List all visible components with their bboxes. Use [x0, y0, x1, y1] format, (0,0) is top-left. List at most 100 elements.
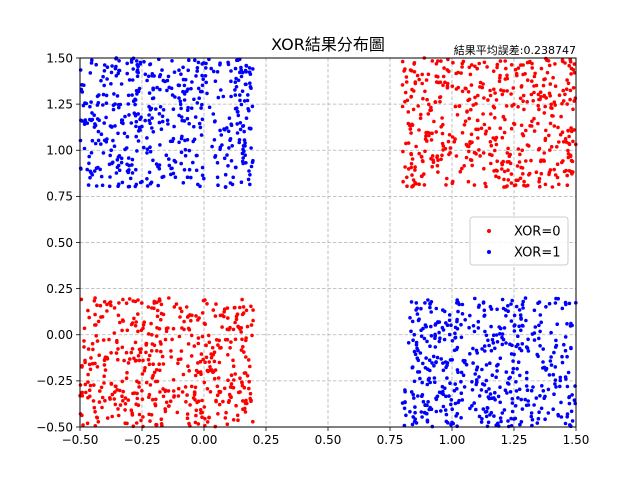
point-series-0-cluster-1 [505, 184, 509, 188]
point-series-0-cluster-0 [126, 361, 131, 365]
point-series-0-cluster-1 [519, 84, 524, 88]
point-series-0-cluster-0 [200, 410, 204, 415]
point-series-0-cluster-0 [238, 390, 242, 394]
point-series-1-cluster-1 [477, 414, 482, 419]
point-series-1-cluster-0 [189, 106, 194, 110]
point-series-0-cluster-0 [124, 350, 129, 355]
point-series-1-cluster-0 [147, 113, 151, 117]
point-series-0-cluster-0 [185, 393, 189, 397]
point-series-0-cluster-1 [512, 122, 517, 126]
point-series-0-cluster-1 [409, 131, 413, 135]
point-series-1-cluster-1 [487, 387, 491, 391]
point-series-0-cluster-1 [469, 158, 474, 162]
point-series-1-cluster-1 [412, 332, 417, 337]
point-series-1-cluster-0 [114, 171, 119, 175]
point-series-0-cluster-1 [462, 123, 467, 127]
point-series-1-cluster-0 [189, 175, 193, 180]
point-series-0-cluster-0 [130, 411, 134, 416]
point-series-0-cluster-0 [239, 330, 243, 334]
point-series-1-cluster-0 [94, 62, 98, 67]
point-series-0-cluster-1 [537, 97, 541, 102]
point-series-0-cluster-1 [478, 154, 482, 158]
point-series-0-cluster-0 [121, 297, 125, 302]
point-series-1-cluster-0 [160, 119, 165, 124]
point-series-1-cluster-0 [115, 158, 120, 162]
point-series-0-cluster-1 [480, 85, 485, 90]
point-series-1-cluster-1 [447, 394, 451, 398]
point-series-0-cluster-0 [86, 395, 90, 400]
point-series-1-cluster-0 [170, 93, 175, 97]
point-series-1-cluster-1 [510, 298, 514, 303]
point-series-1-cluster-0 [128, 176, 133, 181]
point-series-1-cluster-0 [199, 133, 204, 137]
point-series-0-cluster-0 [209, 355, 214, 360]
point-series-1-cluster-0 [221, 94, 226, 99]
point-series-1-cluster-0 [187, 58, 191, 62]
point-series-1-cluster-0 [233, 66, 238, 71]
point-series-1-cluster-0 [134, 124, 138, 129]
point-series-1-cluster-0 [147, 91, 152, 95]
point-series-1-cluster-0 [104, 93, 109, 98]
point-series-0-cluster-0 [158, 390, 162, 394]
point-series-0-cluster-0 [167, 296, 171, 300]
point-series-0-cluster-1 [549, 102, 553, 107]
point-series-0-cluster-0 [133, 340, 138, 345]
point-series-1-cluster-0 [182, 119, 187, 123]
point-series-1-cluster-1 [500, 411, 505, 415]
point-series-0-cluster-0 [189, 384, 194, 389]
point-series-0-cluster-0 [243, 401, 248, 406]
point-series-0-cluster-0 [223, 416, 228, 420]
point-series-0-cluster-1 [447, 133, 452, 137]
point-series-0-cluster-1 [451, 60, 455, 65]
point-series-0-cluster-1 [468, 72, 473, 77]
point-series-0-cluster-0 [129, 408, 134, 413]
point-series-0-cluster-1 [413, 80, 418, 84]
point-series-0-cluster-0 [134, 421, 139, 425]
point-series-1-cluster-1 [459, 379, 463, 384]
point-series-1-cluster-0 [126, 156, 131, 160]
point-series-1-cluster-0 [80, 83, 84, 87]
point-series-1-cluster-1 [549, 355, 553, 359]
point-series-0-cluster-1 [432, 119, 436, 124]
point-series-1-cluster-0 [147, 118, 151, 123]
point-series-1-cluster-0 [161, 78, 166, 83]
point-series-0-cluster-0 [216, 412, 220, 416]
point-series-0-cluster-0 [248, 391, 253, 396]
point-series-0-cluster-1 [543, 77, 547, 81]
point-series-1-cluster-1 [517, 387, 522, 392]
point-series-0-cluster-0 [202, 405, 207, 409]
point-series-0-cluster-1 [426, 72, 431, 77]
point-series-1-cluster-0 [97, 118, 101, 123]
point-series-1-cluster-1 [410, 365, 415, 370]
point-series-1-cluster-1 [485, 406, 490, 410]
point-series-0-cluster-1 [424, 78, 429, 82]
point-series-1-cluster-0 [200, 83, 205, 88]
point-series-1-cluster-0 [133, 112, 138, 117]
point-series-1-cluster-0 [99, 174, 104, 179]
point-series-1-cluster-1 [411, 392, 416, 397]
point-series-1-cluster-1 [509, 302, 513, 306]
point-series-1-cluster-0 [211, 69, 216, 74]
point-series-0-cluster-0 [229, 340, 233, 344]
point-series-1-cluster-0 [88, 175, 92, 180]
point-series-1-cluster-0 [143, 118, 147, 123]
point-series-1-cluster-1 [414, 301, 419, 305]
point-series-1-cluster-0 [145, 147, 150, 151]
point-series-0-cluster-1 [476, 93, 480, 98]
point-series-0-cluster-0 [87, 388, 92, 393]
point-series-0-cluster-1 [482, 122, 487, 127]
point-series-1-cluster-1 [512, 352, 516, 357]
point-series-1-cluster-0 [244, 64, 249, 68]
point-series-0-cluster-0 [187, 327, 192, 332]
point-series-0-cluster-0 [184, 305, 189, 309]
point-series-1-cluster-1 [499, 419, 503, 424]
point-series-0-cluster-1 [525, 143, 530, 147]
point-series-1-cluster-1 [425, 339, 429, 344]
point-series-1-cluster-1 [428, 344, 432, 349]
point-series-0-cluster-1 [569, 66, 574, 71]
point-series-0-cluster-1 [548, 94, 552, 98]
point-series-1-cluster-1 [483, 329, 487, 334]
point-series-1-cluster-1 [537, 410, 541, 415]
point-series-0-cluster-1 [564, 87, 569, 91]
point-series-1-cluster-1 [475, 365, 480, 370]
